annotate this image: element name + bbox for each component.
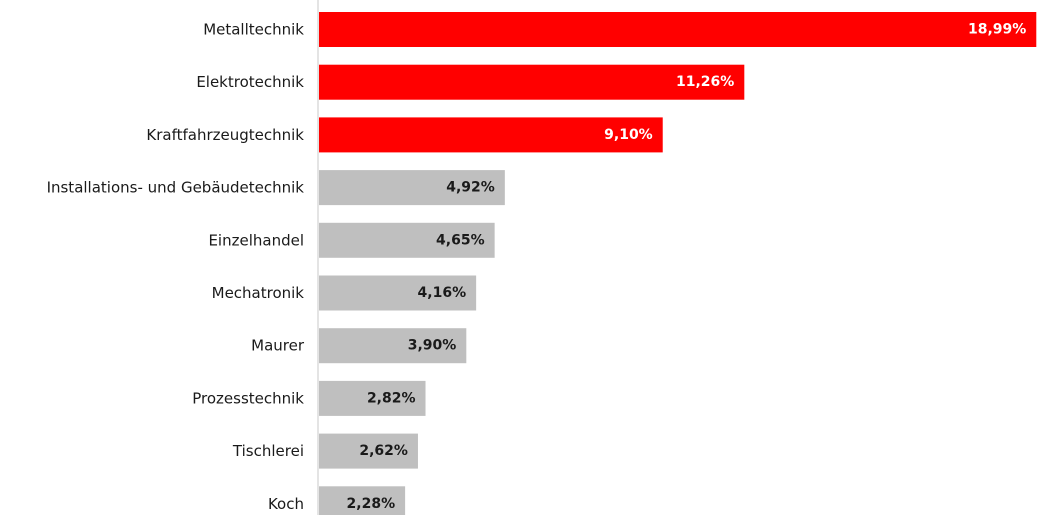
category-label: Installations- und Gebäudetechnik: [47, 179, 305, 197]
value-label: 2,62%: [359, 443, 408, 459]
value-label: 3,90%: [408, 338, 457, 354]
category-label: Tischlerei: [232, 442, 304, 460]
category-label: Prozesstechnik: [192, 389, 304, 407]
category-label: Metalltechnik: [203, 21, 304, 39]
bar: [319, 486, 406, 515]
bar: [319, 64, 745, 100]
value-label: 11,26%: [676, 74, 734, 90]
value-label: 18,99%: [968, 22, 1026, 38]
value-labels-group: 18,99% 11,26% 9,10% 4,92% 4,65% 4,16% 3,90% 2,8…: [347, 22, 1027, 512]
category-labels-group: Metalltechnik Elektrotechnik Kraftfahrzeug…: [47, 21, 305, 513]
category-label: Maurer: [251, 337, 305, 355]
bars-group: [319, 12, 1037, 515]
value-label: 2,28%: [347, 496, 396, 512]
bar: [319, 433, 418, 469]
bar: [319, 222, 495, 258]
bar: [319, 328, 467, 364]
bar: [319, 12, 1037, 47]
bar: [319, 380, 426, 416]
bar: [319, 275, 477, 311]
category-label: Kraftfahrzeugtechnik: [146, 126, 304, 144]
bar: [319, 170, 505, 206]
value-label: 4,16%: [418, 285, 467, 301]
category-label: Koch: [268, 495, 304, 513]
bar: [319, 117, 663, 153]
value-label: 4,65%: [436, 232, 485, 248]
value-label: 9,10%: [604, 127, 653, 143]
category-label: Mechatronik: [212, 284, 305, 302]
category-label: Einzelhandel: [208, 231, 304, 249]
value-label: 4,92%: [446, 180, 495, 196]
value-label: 2,82%: [367, 390, 416, 406]
category-label: Elektrotechnik: [196, 73, 304, 91]
